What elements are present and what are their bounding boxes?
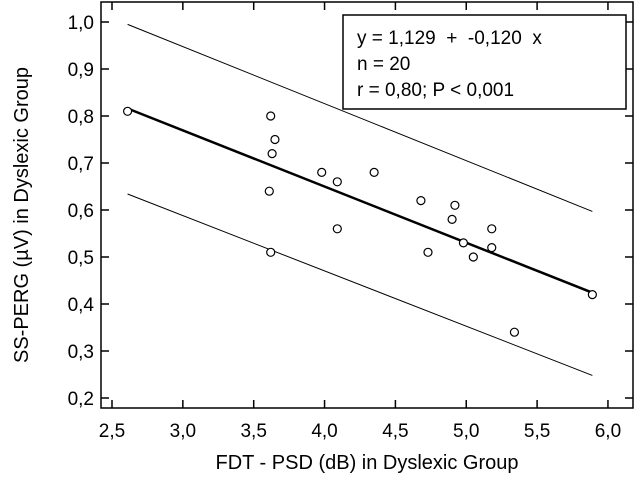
- axis-ticks: 2,5 3,0 3,5 4,0 4,5 5,0 5,5 6,0 0,2 0,3 0,4 0,5 0,6 0…: [68, 2, 633, 442]
- lower-confidence-line: [127, 193, 593, 376]
- y-tick-label: 0,2: [68, 389, 94, 410]
- x-tick-label: 2,5: [99, 421, 125, 442]
- x-tick-label: 6,0: [595, 421, 621, 442]
- stats-r: r = 0,80; P < 0,001: [357, 80, 514, 101]
- stats-box-frame: [342, 14, 627, 110]
- regression: [127, 107, 593, 294]
- data-point: [264, 186, 274, 196]
- data-point: [487, 224, 497, 234]
- x-tick-label: 4,0: [311, 421, 337, 442]
- data-point: [266, 247, 276, 257]
- y-tick-label: 0,3: [68, 342, 94, 363]
- y-tick-label: 0,6: [68, 201, 94, 222]
- data-point: [487, 243, 497, 253]
- data-point: [332, 177, 342, 187]
- data-point: [317, 167, 327, 177]
- plot-area: [100, 1, 634, 409]
- x-tick-label: 3,5: [240, 421, 266, 442]
- y-tick-label: 0,7: [68, 154, 94, 175]
- stats-box: y = 1,129 + -0,120 x n = 20 r = 0,80; P …: [342, 14, 627, 110]
- data-point: [447, 214, 457, 224]
- data-point: [332, 224, 342, 234]
- data-point: [369, 167, 379, 177]
- data-point: [450, 200, 460, 210]
- x-axis-label: FDT - PSD (dB) in Dyslexic Group: [215, 452, 518, 474]
- y-tick-label: 0,5: [68, 248, 94, 269]
- data-point: [468, 252, 478, 262]
- y-axis-label: SS-PERG (µV) in Dyslexic Group: [11, 67, 33, 363]
- y-tick-label: 0,8: [68, 107, 94, 128]
- stats-n: n = 20: [357, 54, 410, 75]
- y-tick-label: 1,0: [68, 13, 94, 34]
- confidence-bands: [127, 23, 593, 376]
- plot-frame: [100, 1, 634, 409]
- data-point: [587, 290, 597, 300]
- x-tick-label: 4,5: [382, 421, 408, 442]
- data-point: [270, 134, 280, 145]
- y-tick-label: 0,4: [68, 295, 95, 316]
- data-point: [416, 196, 426, 206]
- upper-confidence-line: [127, 23, 593, 212]
- data-point: [458, 238, 469, 248]
- x-tick-label: 5,5: [524, 421, 550, 442]
- data-point: [266, 111, 276, 121]
- data-point: [122, 106, 133, 116]
- x-tick-label: 5,0: [453, 421, 479, 442]
- data-point: [267, 149, 277, 159]
- stats-equation: y = 1,129 + -0,120 x: [357, 28, 542, 49]
- x-tick-label: 3,0: [170, 421, 196, 442]
- y-tick-label: 0,9: [68, 60, 94, 81]
- data-point: [423, 247, 433, 257]
- regression-line: [127, 107, 593, 294]
- data-point: [509, 327, 520, 337]
- data-points: [122, 106, 597, 337]
